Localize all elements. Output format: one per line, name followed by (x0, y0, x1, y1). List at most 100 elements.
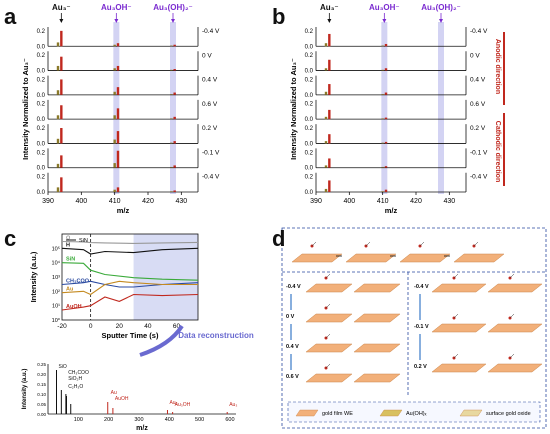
reconstruction-label: Data reconstruction (178, 331, 254, 340)
peak-header-label-2: Au₃(OH)₂⁻ (421, 3, 460, 12)
gold-slab-l0 (305, 283, 353, 293)
inset-y-axis-label: Intensity (a.u.) (22, 369, 28, 410)
c-ytick-4: 10⁴ (52, 260, 61, 267)
bar-4-4 (170, 142, 173, 144)
bar-1-2 (381, 69, 384, 71)
c-ytick-0: 10⁰ (52, 317, 61, 324)
row-ytick-1: 0.2 (37, 53, 46, 59)
bar-5-3 (116, 150, 120, 168)
row-potential-label-2: 0.4 V (470, 77, 486, 84)
bar-3-1 (328, 109, 331, 120)
bar-0-3 (384, 43, 388, 47)
row-ytick-1: 0.2 (305, 53, 314, 59)
bar-4-2 (113, 139, 116, 144)
bar-5-1 (328, 158, 331, 168)
inset-peak-label-1: CH₃COO (68, 370, 89, 376)
row-ytick-1: 0.2 (305, 150, 314, 156)
c-series-line-0 (61, 240, 199, 244)
gold-slab-r22 (487, 363, 543, 373)
row-potential-label-0: -0.4 V (470, 28, 488, 35)
bar-1-1 (60, 56, 63, 71)
x-axis-label: m/z (385, 206, 398, 215)
c-series-line-1 (61, 247, 199, 255)
molecule-bond-l0 (325, 273, 331, 279)
molecule-bond-r0 (453, 273, 459, 279)
bar-6-5 (173, 190, 176, 192)
bar-6-2 (113, 189, 116, 192)
right-potential-2: 0.2 V (414, 364, 427, 370)
molecule-bond-r21 (509, 313, 515, 319)
bar-1-0 (324, 68, 328, 71)
row-ytick-1: 0.2 (37, 150, 46, 156)
bar-4-1 (328, 134, 331, 144)
right-potential-1: -0.1 V (414, 324, 429, 330)
x-tick-label-0: 390 (310, 198, 322, 205)
legend-swatch-0 (295, 409, 319, 417)
bar-2-3 (116, 87, 120, 95)
bar-1-5 (173, 69, 176, 71)
bar-6-2 (381, 191, 384, 192)
molecule-bond-l2 (325, 333, 331, 339)
bar-1-3 (116, 65, 120, 71)
c-series-label-2: SiN (66, 257, 75, 263)
bar-0-5 (173, 44, 176, 47)
inset-ytick-0: 0.00 (37, 412, 46, 417)
panel-c: 10⁰ 10¹ 10² 10³ 10⁴ 10⁵ -20 0 20 40 60 Sputter Time… (22, 233, 254, 432)
inset-ytick-5: 0.25 (37, 362, 46, 367)
bar-0-4 (170, 45, 173, 47)
row-potential-label-0: -0.4 V (202, 28, 220, 35)
plot-frame (61, 233, 199, 321)
inset-peak-label-4: Au (111, 390, 117, 396)
gold-slab-l2 (305, 343, 353, 353)
panel-letter-a: a (4, 4, 17, 29)
row-ytick-1: 0.2 (37, 102, 46, 108)
inset-ytick-1: 0.05 (37, 402, 46, 407)
inset-ytick-4: 0.20 (37, 372, 46, 377)
peak-header-label-0: Au₃⁻ (320, 3, 339, 12)
anodic-direction-label: Anodic direction (494, 39, 501, 94)
reconstruction-region (133, 234, 198, 320)
c-legend-label: SiN (79, 238, 88, 244)
left-potential-3: 0.6 V (286, 374, 299, 380)
gold-slab-l22 (353, 343, 401, 353)
legend-box (287, 401, 541, 423)
bar-3-2 (113, 115, 116, 120)
x-tick-label-1: 400 (75, 198, 87, 205)
bar-1-2 (113, 68, 116, 71)
y-axis-label: Intensity Normalized to Au₃⁻ (289, 58, 298, 160)
bar-2-4 (170, 94, 173, 95)
inset-xtick-3: 400 (165, 417, 174, 423)
bar-0-1 (60, 30, 63, 47)
bar-3-0 (324, 116, 328, 120)
molecule-bond-r2 (453, 353, 459, 359)
c-xtick-0: -20 (57, 323, 67, 330)
row-ytick-1: 0.2 (37, 126, 46, 132)
molecule-bond-r20 (509, 273, 515, 279)
bar-5-2 (381, 166, 384, 168)
c-ytick-2: 10² (52, 289, 60, 295)
bar-6-3 (116, 187, 120, 192)
bar-0-0 (324, 43, 328, 47)
bar-2-0 (56, 90, 60, 95)
row-ytick-0: 0.0 (37, 141, 46, 147)
legend-swatch-1 (379, 409, 403, 417)
x-tick-label-3: 420 (142, 198, 154, 205)
bar-2-0 (324, 91, 328, 95)
gold-slab-r21 (487, 323, 543, 333)
reconstruction-arrow (139, 324, 184, 357)
c-ytick-5: 10⁵ (52, 245, 60, 252)
inset-peak-label-0: SiO (58, 364, 66, 370)
panel-d: -0.4 V 0 V 0.4 V 0.6 V -0.4 V -0.1 V 0.2 V gold… (281, 227, 547, 429)
row-potential-label-6: -0.4 V (202, 174, 220, 181)
molecule-bond-t0 (311, 241, 317, 247)
row-ytick-0: 0.0 (305, 69, 314, 75)
c-y-axis-label: Intensity (a.u.) (29, 251, 38, 302)
highlight-band-1 (438, 22, 444, 194)
row-ytick-1: 0.2 (305, 126, 314, 132)
row-ytick-1: 0.2 (305, 175, 314, 181)
x-tick-label-0: 390 (42, 198, 54, 205)
row-ytick-0: 0.0 (37, 93, 46, 99)
cathodic-direction-label: Cathodic direction (494, 121, 501, 182)
bar-6-1 (60, 177, 63, 192)
